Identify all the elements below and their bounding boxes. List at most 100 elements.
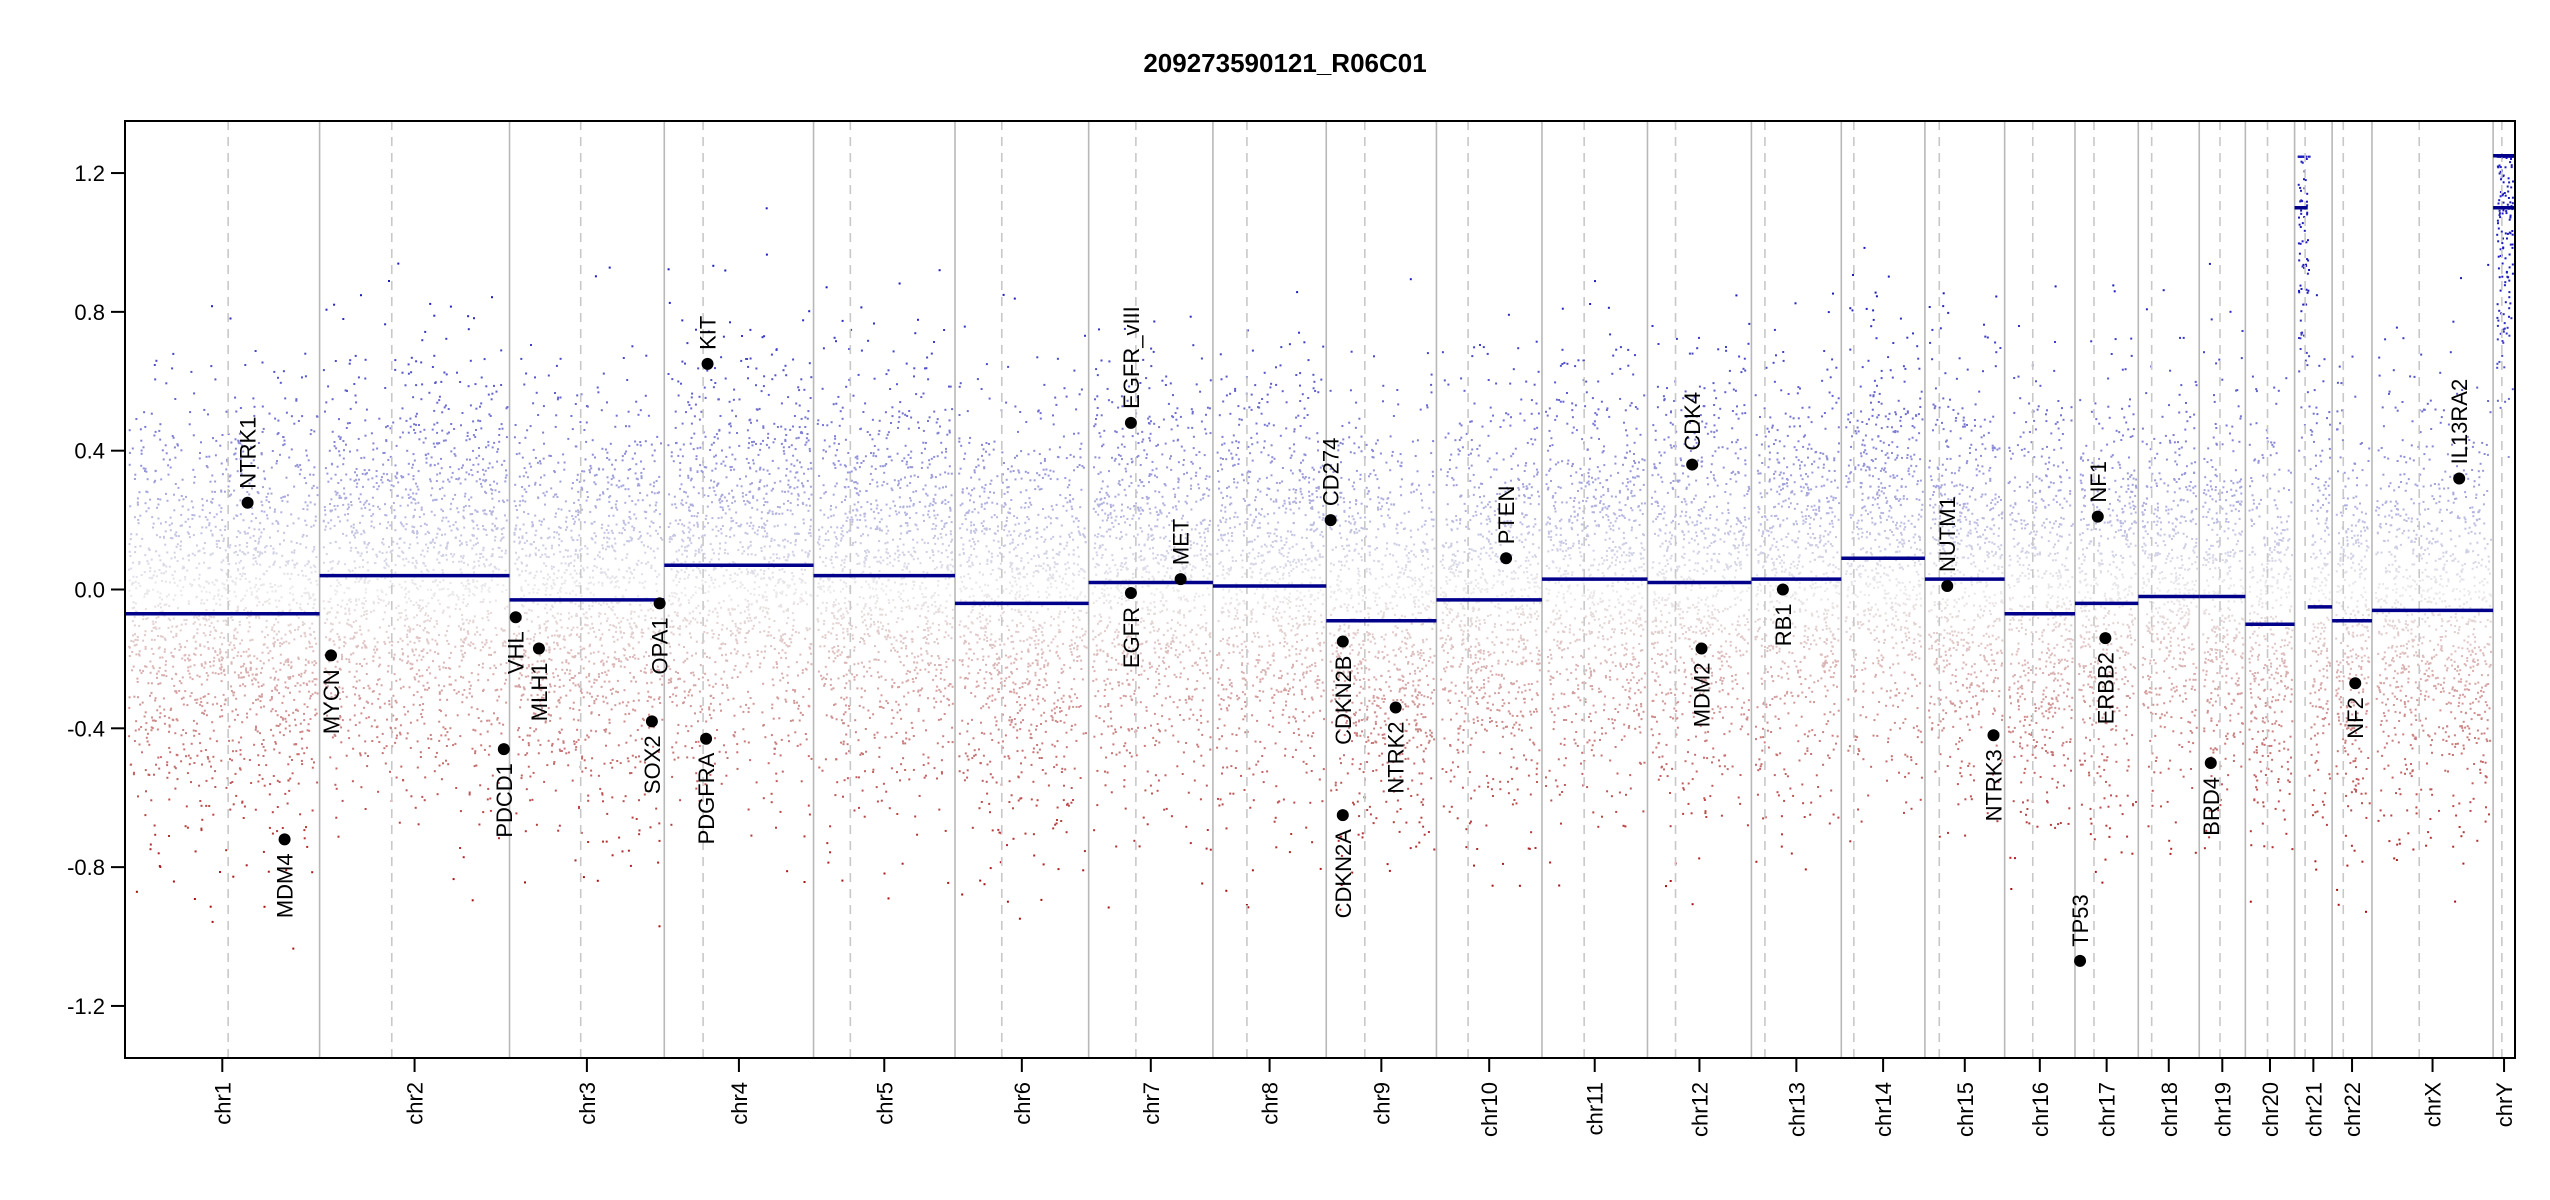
- probe-point: [397, 641, 399, 643]
- probe-point: [790, 510, 792, 512]
- probe-point: [182, 676, 184, 678]
- probe-point: [429, 303, 431, 305]
- probe-point: [463, 689, 465, 691]
- probe-point: [449, 594, 451, 596]
- probe-point: [514, 529, 516, 531]
- probe-point: [421, 339, 423, 341]
- probe-point: [176, 754, 178, 756]
- probe-point: [244, 595, 246, 597]
- probe-point: [416, 486, 418, 488]
- probe-point: [623, 522, 625, 524]
- probe-point: [601, 527, 603, 529]
- probe-point: [611, 478, 613, 480]
- probe-point: [636, 444, 638, 446]
- probe-point: [260, 700, 262, 702]
- probe-point: [701, 708, 703, 710]
- probe-point: [634, 611, 636, 613]
- probe-point: [428, 687, 430, 689]
- probe-point: [384, 514, 386, 516]
- probe-point: [786, 609, 788, 611]
- probe-point: [269, 507, 271, 509]
- probe-point: [631, 573, 633, 575]
- probe-point: [371, 725, 373, 727]
- probe-point: [519, 528, 521, 530]
- probe-point: [440, 734, 442, 736]
- probe-point: [261, 504, 263, 506]
- probe-point: [272, 811, 274, 813]
- probe-point: [267, 591, 269, 593]
- probe-point: [213, 665, 215, 667]
- probe-point: [650, 548, 652, 550]
- probe-point: [450, 423, 452, 425]
- probe-point: [384, 503, 386, 505]
- probe-point: [481, 377, 483, 379]
- probe-point: [561, 662, 563, 664]
- probe-point: [414, 565, 416, 567]
- probe-point: [533, 449, 535, 451]
- probe-point: [138, 653, 140, 655]
- probe-point: [612, 546, 614, 548]
- probe-point: [239, 643, 241, 645]
- probe-point: [373, 602, 375, 604]
- probe-point: [301, 595, 303, 597]
- probe-point: [422, 580, 424, 582]
- probe-point: [299, 731, 301, 733]
- probe-point: [559, 686, 561, 688]
- probe-point: [639, 829, 641, 831]
- probe-point: [212, 921, 214, 923]
- probe-point: [715, 526, 717, 528]
- probe-point: [468, 499, 470, 501]
- probe-point: [147, 741, 149, 743]
- probe-point: [268, 598, 270, 600]
- probe-point: [688, 602, 690, 604]
- probe-point: [657, 862, 659, 864]
- probe-point: [618, 586, 620, 588]
- probe-point: [344, 636, 346, 638]
- probe-point: [315, 709, 317, 711]
- probe-point: [711, 444, 713, 446]
- probe-point: [535, 482, 537, 484]
- probe-point: [518, 753, 520, 755]
- probe-point: [654, 460, 656, 462]
- probe-point: [179, 643, 181, 645]
- probe-point: [277, 377, 279, 379]
- probe-point: [583, 480, 585, 482]
- probe-point: [503, 501, 505, 503]
- probe-point: [155, 582, 157, 584]
- probe-point: [458, 625, 460, 627]
- probe-point: [637, 564, 639, 566]
- probe-point: [170, 467, 172, 469]
- probe-point: [653, 485, 655, 487]
- probe-point: [134, 474, 136, 476]
- probe-point: [467, 432, 469, 434]
- probe-point: [241, 721, 243, 723]
- probe-point: [129, 696, 131, 698]
- probe-point: [202, 617, 204, 619]
- probe-point: [487, 788, 489, 790]
- probe-point: [440, 458, 442, 460]
- probe-point: [192, 678, 194, 680]
- probe-point: [412, 396, 414, 398]
- probe-point: [187, 509, 189, 511]
- probe-point: [487, 731, 489, 733]
- probe-point: [141, 538, 143, 540]
- probe-point: [302, 534, 304, 536]
- probe-point: [138, 728, 140, 730]
- probe-point: [184, 576, 186, 578]
- probe-point: [271, 493, 273, 495]
- probe-point: [602, 800, 604, 802]
- probe-point: [324, 509, 326, 511]
- probe-point: [162, 449, 164, 451]
- probe-point: [342, 440, 344, 442]
- probe-point: [433, 546, 435, 548]
- probe-point: [405, 558, 407, 560]
- probe-point: [525, 532, 527, 534]
- probe-point: [252, 397, 254, 399]
- probe-point: [360, 555, 362, 557]
- probe-point: [195, 647, 197, 649]
- probe-point: [388, 625, 390, 627]
- probe-point: [363, 504, 365, 506]
- probe-point: [473, 317, 475, 319]
- probe-point: [597, 554, 599, 556]
- probe-point: [747, 590, 749, 592]
